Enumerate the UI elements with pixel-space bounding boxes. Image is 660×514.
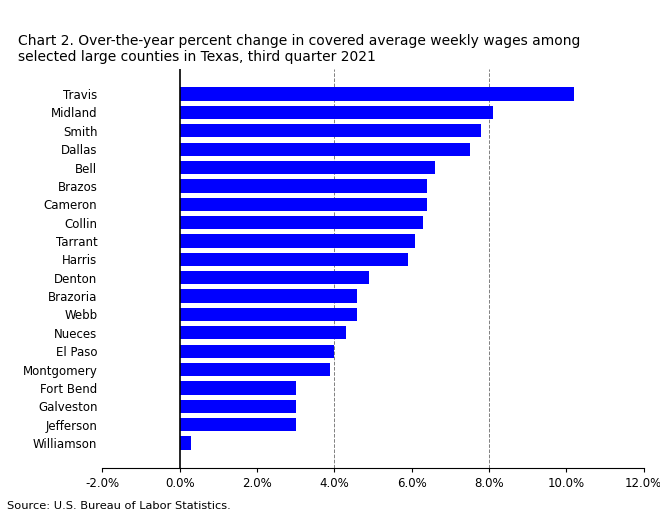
Bar [180, 363, 331, 376]
Bar [180, 106, 493, 119]
Bar [180, 344, 334, 358]
Bar [180, 124, 481, 137]
Bar [180, 198, 427, 211]
Bar [180, 308, 358, 321]
Bar [180, 271, 369, 284]
Text: Source: U.S. Bureau of Labor Statistics.: Source: U.S. Bureau of Labor Statistics. [7, 502, 230, 511]
Bar [180, 326, 346, 339]
Bar [180, 179, 427, 193]
Bar [180, 381, 296, 395]
Bar [180, 234, 415, 248]
Bar [180, 400, 296, 413]
Bar [180, 436, 191, 450]
Bar [180, 87, 574, 101]
Text: Chart 2. Over-the-year percent change in covered average weekly wages among
sele: Chart 2. Over-the-year percent change in… [18, 34, 581, 64]
Bar [180, 253, 408, 266]
Bar [180, 161, 435, 174]
Bar [180, 289, 358, 303]
Bar [180, 418, 296, 431]
Bar [180, 142, 469, 156]
Bar [180, 216, 423, 229]
